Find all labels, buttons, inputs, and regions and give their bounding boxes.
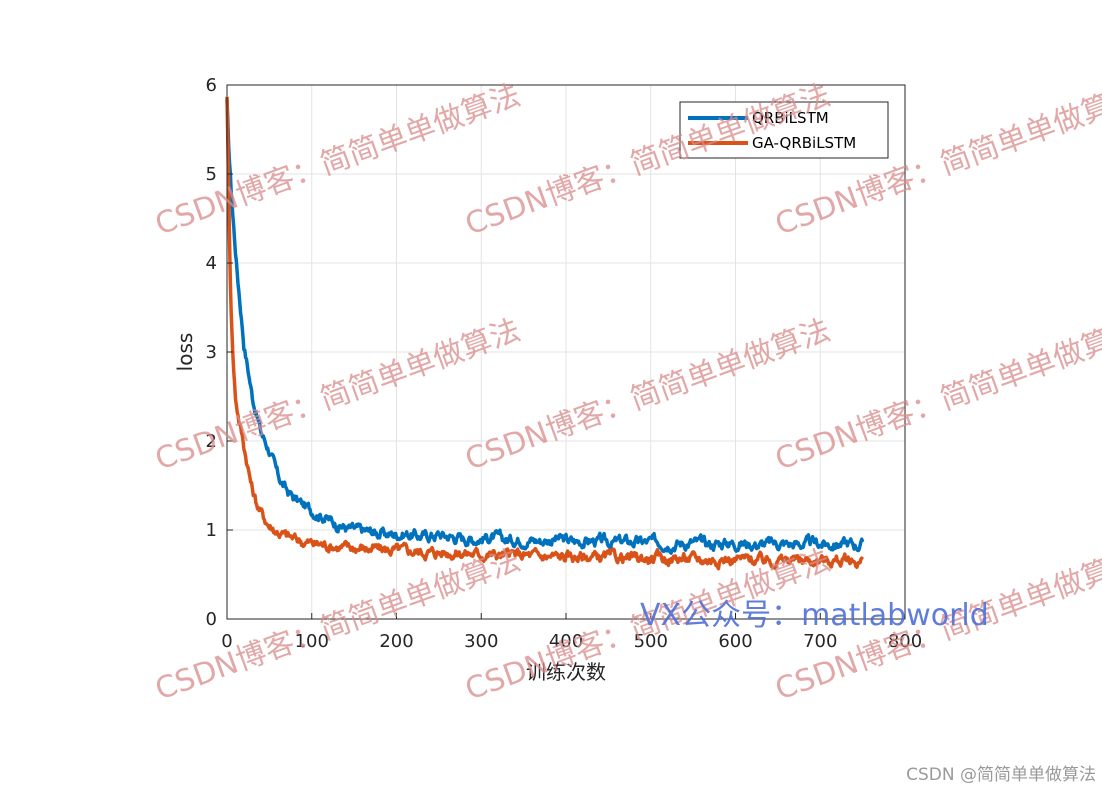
x-tick-label: 400 xyxy=(549,631,583,652)
series-line-ga-qrbilstm xyxy=(225,96,865,571)
y-tick-label: 4 xyxy=(206,253,217,274)
x-tick-label: 100 xyxy=(295,631,329,652)
legend-box xyxy=(679,101,889,159)
y-tick-label: 3 xyxy=(206,342,217,363)
legend: QRBiLSTM GA-QRBiLSTM xyxy=(679,101,889,159)
y-tick-labels: 0 1 2 3 4 5 6 xyxy=(206,75,233,630)
y-axis-label: loss xyxy=(173,333,197,372)
y-tick-label: 6 xyxy=(206,75,217,96)
x-tick-label: 600 xyxy=(718,631,752,652)
y-tick-label: 1 xyxy=(206,520,217,541)
vx-watermark: VX公众号：matlabworld xyxy=(640,598,989,633)
x-tick-label: 500 xyxy=(634,631,668,652)
x-tick-label: 0 xyxy=(221,631,232,652)
legend-label-qrbilstm: QRBiLSTM xyxy=(752,109,829,127)
y-tick-label: 5 xyxy=(206,164,217,185)
x-tick-label: 300 xyxy=(464,631,498,652)
x-tick-label: 800 xyxy=(888,631,922,652)
x-axis-label: 训练次数 xyxy=(526,660,606,684)
legend-label-ga-qrbilstm: GA-QRBiLSTM xyxy=(752,134,856,152)
y-tick-label: 2 xyxy=(206,431,217,452)
y-tick-label: 0 xyxy=(206,609,217,630)
plot-series xyxy=(225,96,865,571)
footer-credit: CSDN @简简单单做算法 xyxy=(906,765,1096,785)
x-tick-label: 700 xyxy=(803,631,837,652)
x-tick-labels: 0 100 200 300 400 500 600 700 800 xyxy=(221,613,922,652)
x-tick-label: 200 xyxy=(379,631,413,652)
series-line-qrbilstm xyxy=(225,99,865,555)
